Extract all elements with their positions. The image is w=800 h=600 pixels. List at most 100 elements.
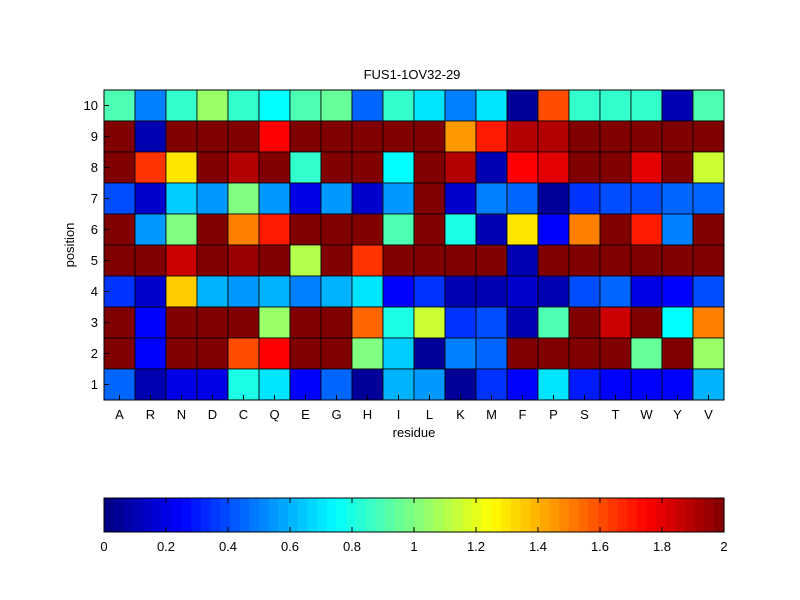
heatmap-cell [630, 244, 663, 277]
heatmap-cell [630, 337, 663, 370]
colorbar-swatch [675, 498, 686, 532]
x-tick-label: F [519, 407, 527, 422]
heatmap-cell [692, 182, 725, 215]
heatmap-cell [506, 368, 539, 401]
heatmap-cell [227, 368, 260, 401]
colorbar-swatch [423, 498, 434, 532]
heatmap-cell [475, 368, 508, 401]
heatmap-cell [258, 244, 291, 277]
heatmap-cell [258, 213, 291, 246]
colorbar-swatch [210, 498, 221, 532]
colorbar-swatch [239, 498, 250, 532]
colorbar-swatch [317, 498, 328, 532]
x-tick-label: W [640, 407, 653, 422]
heatmap-cell [413, 120, 446, 153]
heatmap-cell [692, 306, 725, 339]
heatmap-cell [599, 120, 632, 153]
heatmap-cell [413, 213, 446, 246]
heatmap-cell [413, 368, 446, 401]
heatmap-cell [351, 182, 384, 215]
x-tick-label: D [208, 407, 217, 422]
y-tick-label: 5 [91, 253, 98, 268]
heatmap-cell [692, 213, 725, 246]
heatmap-cell [537, 120, 570, 153]
heatmap-cell [289, 337, 322, 370]
heatmap-cell [351, 244, 384, 277]
heatmap-cell [537, 151, 570, 184]
heatmap-cell [320, 213, 353, 246]
heatmap-cell [227, 213, 260, 246]
heatmap-cell [568, 306, 601, 339]
chart-title: FUS1-1OV32-29 [364, 67, 461, 82]
heatmap-cell [661, 213, 694, 246]
heatmap-cell [661, 89, 694, 122]
colorbar-tick-label: 0.2 [157, 539, 175, 554]
heatmap-cell [444, 306, 477, 339]
heatmap-cell [506, 213, 539, 246]
colorbar-swatch [520, 498, 531, 532]
heatmap-cell [599, 89, 632, 122]
colorbar-swatch [656, 498, 667, 532]
heatmap-cell [351, 151, 384, 184]
heatmap-cell [692, 368, 725, 401]
heatmap-cell [227, 89, 260, 122]
heatmap-cell [413, 337, 446, 370]
heatmap-cell [351, 89, 384, 122]
x-tick-label: Y [673, 407, 682, 422]
x-tick-label: Q [269, 407, 279, 422]
heatmap-cell [599, 275, 632, 308]
colorbar-swatch [181, 498, 192, 532]
colorbar-swatch [704, 498, 715, 532]
heatmap-cell [630, 306, 663, 339]
x-tick-label: P [549, 407, 558, 422]
heatmap-cell [227, 244, 260, 277]
heatmap-cell [475, 213, 508, 246]
heatmap-cell [568, 275, 601, 308]
colorbar-tick-label: 0.6 [281, 539, 299, 554]
heatmap-cell [444, 151, 477, 184]
heatmap-cell [320, 368, 353, 401]
colorbar-swatch [530, 498, 541, 532]
heatmap-cell [506, 151, 539, 184]
colorbar-swatch [714, 498, 725, 532]
heatmap-cell [661, 120, 694, 153]
y-tick-label: 10 [84, 98, 98, 113]
colorbar-tick-label: 2 [720, 539, 727, 554]
heatmap-cell [661, 275, 694, 308]
heatmap-cell [599, 337, 632, 370]
x-tick-label: T [612, 407, 620, 422]
colorbar-swatch [414, 498, 425, 532]
heatmap-cell [258, 275, 291, 308]
y-tick-label: 6 [91, 222, 98, 237]
colorbar-tick-label: 1.8 [653, 539, 671, 554]
heatmap-cell [382, 182, 415, 215]
heatmap-cell [475, 275, 508, 308]
heatmap-cell [444, 244, 477, 277]
heatmap-cell [227, 151, 260, 184]
heatmap-cell [630, 151, 663, 184]
colorbar-swatch [452, 498, 464, 532]
heatmap-cell [382, 275, 415, 308]
heatmap-cell [258, 182, 291, 215]
x-tick-label: M [486, 407, 497, 422]
heatmap-cell [134, 244, 167, 277]
heatmap-cell [165, 120, 198, 153]
heatmap-cell [444, 368, 477, 401]
colorbar-swatch [578, 498, 589, 532]
colorbar-tick-label: 1 [410, 539, 417, 554]
heatmap-cells [103, 89, 725, 401]
colorbar-swatch [404, 498, 415, 532]
heatmap-cell [258, 337, 291, 370]
heatmap-cell [506, 275, 539, 308]
x-tick-label: K [456, 407, 465, 422]
colorbar-swatch [491, 498, 502, 532]
heatmap-cell [382, 306, 415, 339]
colorbar-swatch [481, 498, 493, 532]
heatmap-cell [382, 244, 415, 277]
heatmap-cell [134, 213, 167, 246]
colorbar-swatch [229, 498, 241, 532]
heatmap-cell [351, 213, 384, 246]
y-tick-label: 9 [91, 129, 98, 144]
x-tick-label: H [363, 407, 372, 422]
